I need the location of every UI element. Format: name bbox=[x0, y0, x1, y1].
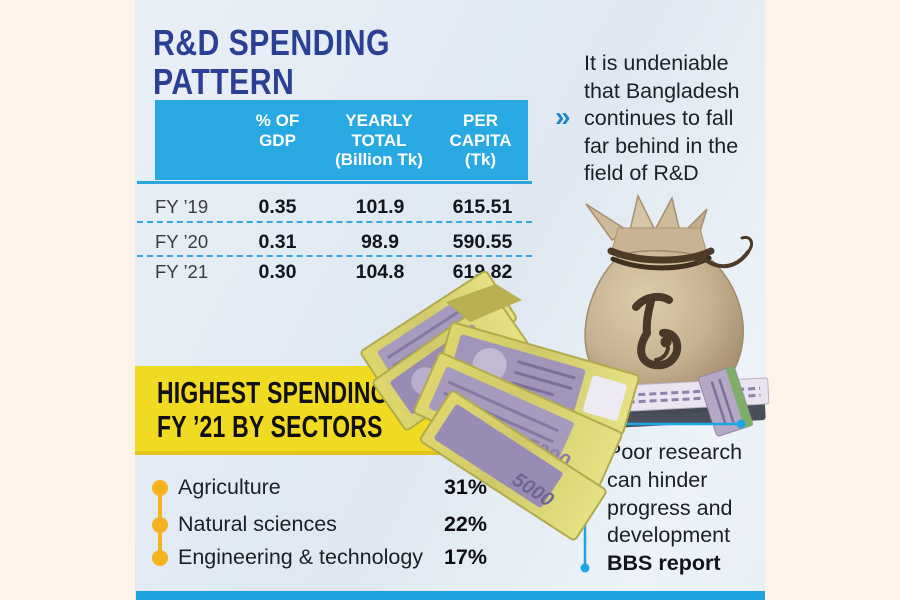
table-header-gdp: % OF GDP bbox=[255, 111, 300, 150]
cell-total: 101.9 bbox=[355, 195, 405, 218]
cell-capita: 619.82 bbox=[452, 260, 513, 283]
page-title-line-2: PATTERN bbox=[153, 61, 295, 102]
table-header-per-capita: PER CAPITA (Tk) bbox=[449, 111, 512, 169]
row-label: FY ’21 bbox=[155, 261, 209, 282]
cell-gdp: 0.35 bbox=[258, 195, 297, 218]
bullet-icon bbox=[152, 517, 168, 533]
sector-banner-line-1: HIGHEST SPENDING IN bbox=[157, 375, 419, 410]
callout-undeniable: It is undeniable that Bangladesh continu… bbox=[584, 51, 740, 186]
sector-banner-line-2: FY ’21 BY SECTORS bbox=[157, 409, 383, 444]
cell-capita: 615.51 bbox=[452, 195, 513, 218]
bullet-icon bbox=[152, 550, 168, 566]
cell-gdp: 0.31 bbox=[258, 230, 297, 253]
row-divider bbox=[137, 255, 532, 257]
bullet-icon bbox=[152, 480, 168, 496]
callout-poor-research: Poor research can hinder progress and de… bbox=[607, 440, 743, 548]
sector-label-natural-sciences: Natural sciences bbox=[178, 512, 337, 536]
cell-total: 104.8 bbox=[355, 260, 405, 283]
table-header-spacer bbox=[155, 100, 230, 180]
sector-value-natural-sciences: 22% bbox=[443, 512, 487, 536]
cell-capita: 590.55 bbox=[452, 230, 513, 253]
table-row-fy21: FY ’21 0.30 104.8 619.82 bbox=[155, 259, 530, 285]
source-label: BBS report bbox=[607, 551, 721, 575]
cell-gdp: 0.30 bbox=[258, 260, 297, 283]
sector-label-agriculture: Agriculture bbox=[178, 475, 281, 499]
sector-value-agriculture: 31% bbox=[443, 475, 487, 499]
row-label: FY ’19 bbox=[155, 196, 209, 217]
bottom-accent-bar bbox=[136, 591, 765, 600]
row-label: FY ’20 bbox=[155, 231, 209, 252]
sector-label-engineering: Engineering & technology bbox=[178, 545, 424, 569]
cell-total: 98.9 bbox=[361, 230, 399, 253]
table-header-underline bbox=[137, 181, 532, 184]
page-title-line-1: R&D SPENDING bbox=[153, 22, 390, 63]
sector-value-engineering: 17% bbox=[443, 545, 487, 569]
table-header: % OF GDP YEARLY TOTAL (Billion Tk) PER C… bbox=[155, 100, 528, 180]
double-chevron-icon: » bbox=[555, 101, 571, 132]
row-divider bbox=[137, 221, 532, 223]
table-row-fy20: FY ’20 0.31 98.9 590.55 bbox=[155, 229, 530, 255]
table-header-yearly-total: YEARLY TOTAL (Billion Tk) bbox=[335, 111, 423, 169]
table-row-fy19: FY ’19 0.35 101.9 615.51 bbox=[155, 194, 530, 220]
